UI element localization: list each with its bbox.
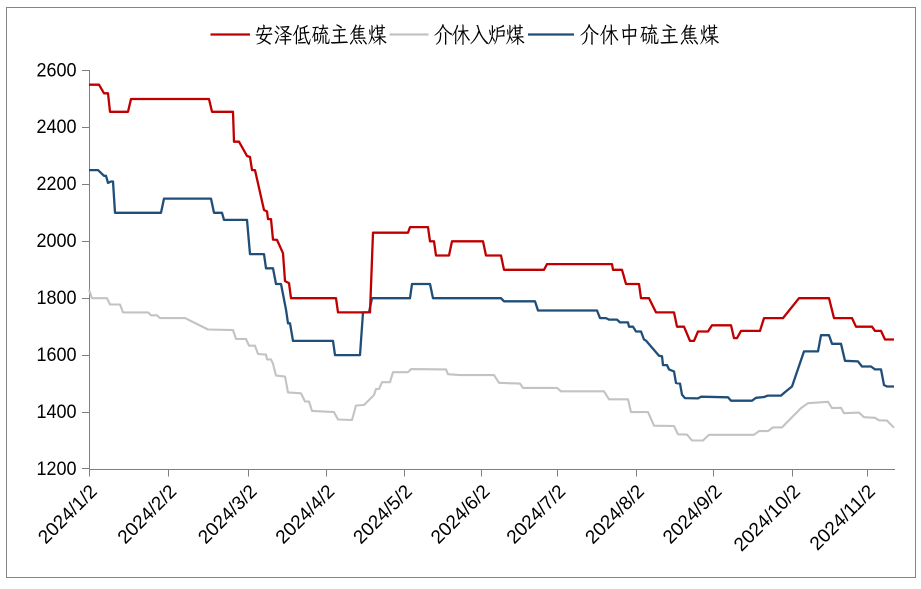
svg-text:1600: 1600 (37, 344, 77, 366)
svg-text:1400: 1400 (37, 401, 77, 423)
svg-text:2400: 2400 (37, 116, 77, 138)
svg-text:1800: 1800 (37, 287, 77, 309)
svg-text:2200: 2200 (37, 173, 77, 195)
svg-text:2000: 2000 (37, 230, 77, 252)
svg-text:2600: 2600 (37, 59, 77, 81)
svg-text:1200: 1200 (37, 458, 77, 480)
